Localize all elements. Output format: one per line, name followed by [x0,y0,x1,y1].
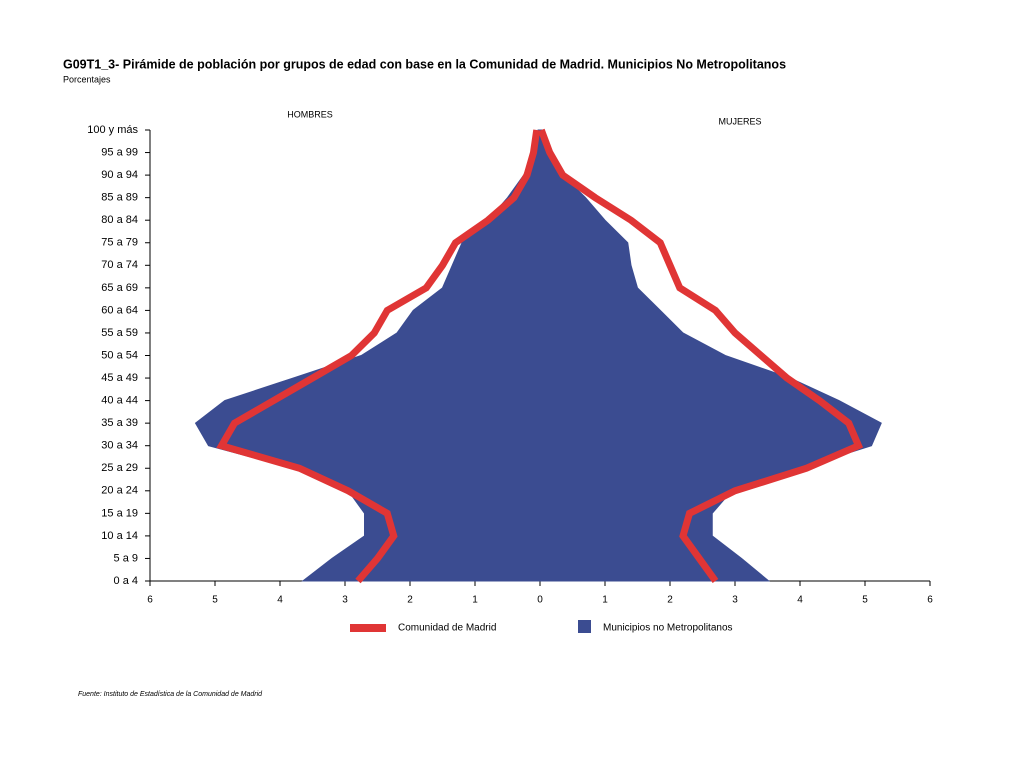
chart-title: G09T1_3- Pirámide de población por grupo… [63,57,786,71]
x-tick-label: 4 [797,595,803,606]
y-tick-label: 25 a 29 [101,462,138,474]
y-tick-label: 65 a 69 [101,282,138,294]
y-tick-label: 55 a 59 [101,327,138,339]
legend-swatch [578,620,591,633]
x-tick-label: 3 [732,595,738,606]
y-tick-label: 70 a 74 [101,259,138,271]
legend-label: Comunidad de Madrid [398,623,496,634]
y-tick-label: 100 y más [87,124,138,136]
y-tick-label: 95 a 99 [101,146,138,158]
y-tick-label: 20 a 24 [101,485,138,497]
legend-label: Municipios no Metropolitanos [603,623,733,634]
y-tick-label: 60 a 64 [101,304,138,316]
y-tick-label: 30 a 34 [101,440,138,452]
left-label: HOMBRES [287,109,333,119]
source-note: Fuente: Instituto de Estadística de la C… [78,691,263,698]
y-tick-label: 10 a 14 [101,530,138,542]
x-tick-label: 5 [862,595,868,606]
y-tick-label: 15 a 19 [101,507,138,519]
y-tick-label: 50 a 54 [101,349,138,361]
line-right [538,128,864,584]
y-tick-label: 45 a 49 [101,372,138,384]
x-tick-label: 4 [277,595,283,606]
y-tick-label: 90 a 94 [101,169,138,181]
x-tick-label: 1 [602,595,608,606]
x-tick-label: 5 [212,595,218,606]
y-tick-label: 80 a 84 [101,214,138,226]
y-tick-label: 5 a 9 [114,552,138,564]
y-tick-label: 75 a 79 [101,237,138,249]
chart-subtitle: Porcentajes [63,74,111,84]
y-tick-label: 35 a 39 [101,417,138,429]
x-tick-label: 0 [537,595,543,606]
x-tick-label: 2 [667,595,673,606]
line-left [216,129,541,584]
x-tick-label: 1 [472,595,478,606]
x-tick-label: 6 [147,595,153,606]
x-tick-label: 3 [342,595,348,606]
area-left [194,129,541,582]
y-tick-label: 0 a 4 [114,575,138,587]
right-label: MUJERES [718,116,761,126]
legend-swatch [350,624,386,632]
x-tick-label: 2 [407,595,413,606]
y-tick-label: 85 a 89 [101,192,138,204]
x-tick-label: 6 [927,595,933,606]
y-tick-label: 40 a 44 [101,395,138,407]
